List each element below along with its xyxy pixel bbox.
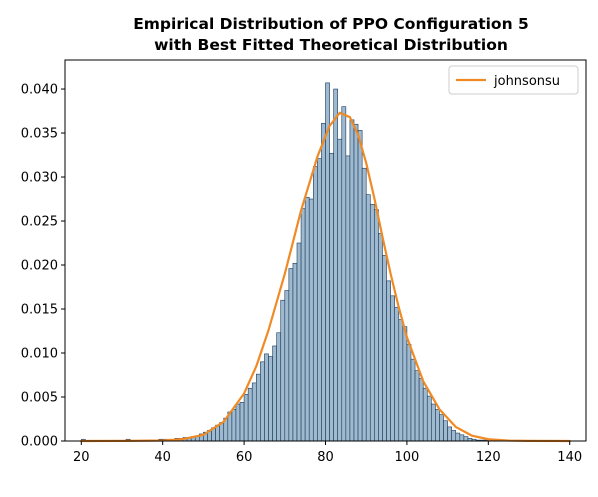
histogram-bar <box>349 119 355 442</box>
histogram-bar <box>459 434 465 442</box>
x-tick-label: 40 <box>154 450 171 465</box>
y-tick-label: 0.000 <box>21 435 58 450</box>
x-tick-label: 20 <box>73 450 90 465</box>
histogram-bar <box>365 194 371 442</box>
x-tick-label: 60 <box>236 450 253 465</box>
histogram-bar <box>264 353 269 442</box>
histogram-bar <box>426 395 432 442</box>
histogram-bar <box>431 403 436 442</box>
y-tick-label: 0.040 <box>21 83 58 98</box>
y-tick-label: 0.020 <box>21 259 58 274</box>
histogram-bar <box>251 382 257 442</box>
histogram-bar <box>288 268 294 442</box>
histogram-bar <box>451 430 457 442</box>
histogram-bar <box>357 130 363 442</box>
histogram-bar <box>390 295 396 442</box>
histogram-bar <box>247 387 253 442</box>
histogram-bar <box>219 422 225 442</box>
histogram-bar <box>443 420 448 442</box>
histogram-bar <box>321 123 326 442</box>
histogram-bar <box>268 356 273 442</box>
legend-box <box>448 65 579 95</box>
histogram-bar <box>308 198 314 442</box>
histogram-bar <box>296 242 302 442</box>
histogram-bar <box>312 166 318 442</box>
histogram-bar <box>398 319 404 442</box>
legend-label-johnsonsu: johnsonsu <box>493 74 560 89</box>
x-axis: 20 40 60 80 100 120 140 <box>73 441 582 465</box>
histogram-bar <box>378 233 383 442</box>
legend: johnsonsu <box>448 65 579 95</box>
histogram-bar <box>406 343 412 442</box>
histogram-bar <box>341 106 347 442</box>
y-tick-label: 0.025 <box>21 215 58 230</box>
x-tick-label: 100 <box>394 450 419 465</box>
histogram-bar <box>386 280 391 442</box>
y-tick-label: 0.010 <box>21 347 58 362</box>
histogram-bar <box>402 326 408 442</box>
histogram-bar <box>304 196 310 442</box>
histogram-bar <box>463 436 469 442</box>
fit-curve-johnsonsu <box>80 111 571 443</box>
y-tick-label: 0.015 <box>21 303 58 318</box>
x-tick-label: 80 <box>317 450 334 465</box>
histogram-bar <box>260 361 265 442</box>
histogram-bar <box>369 204 375 442</box>
y-tick-label: 0.035 <box>21 127 58 142</box>
histogram-bar <box>345 155 351 442</box>
histogram-bar <box>414 370 420 442</box>
histogram-bar <box>243 394 249 442</box>
histogram-bar <box>280 299 286 442</box>
chart-title-line-2: with Best Fitted Theoretical Distributio… <box>154 36 508 54</box>
histogram-bar <box>284 290 290 442</box>
histogram-bar <box>418 378 424 442</box>
histogram-bar <box>231 409 237 442</box>
y-tick-label: 0.030 <box>21 171 58 186</box>
histogram-bar <box>439 414 444 442</box>
histogram-bar <box>374 209 379 442</box>
histogram-bar <box>361 167 367 442</box>
histogram-bar <box>353 123 359 442</box>
histogram-bar <box>410 358 416 442</box>
y-axis: 0.000 0.005 0.010 0.015 0.020 0.025 0.030 0.035… <box>21 83 65 450</box>
histogram-bar <box>337 138 343 442</box>
histogram-bar <box>255 373 261 442</box>
histogram-bar <box>239 401 245 442</box>
histogram-bar <box>235 403 241 442</box>
histogram-bar <box>455 432 461 442</box>
histogram-bar <box>272 345 277 442</box>
x-tick-label: 120 <box>476 450 501 465</box>
histogram-bar <box>435 409 440 442</box>
x-tick-label: 140 <box>557 450 582 465</box>
histogram-bar <box>382 255 387 442</box>
y-tick-label: 0.005 <box>21 391 58 406</box>
histogram-bar <box>292 262 298 442</box>
histogram-bar <box>333 88 339 442</box>
histogram-bar <box>422 387 428 442</box>
histogram-bar <box>276 332 282 442</box>
histogram-bar <box>447 426 452 442</box>
histogram-bar <box>329 152 334 442</box>
histogram-bar <box>317 158 322 442</box>
histogram-bar <box>300 208 306 442</box>
histogram-bar <box>394 306 400 442</box>
chart-title-line-1: Empirical Distribution of PPO Configurat… <box>133 15 529 33</box>
